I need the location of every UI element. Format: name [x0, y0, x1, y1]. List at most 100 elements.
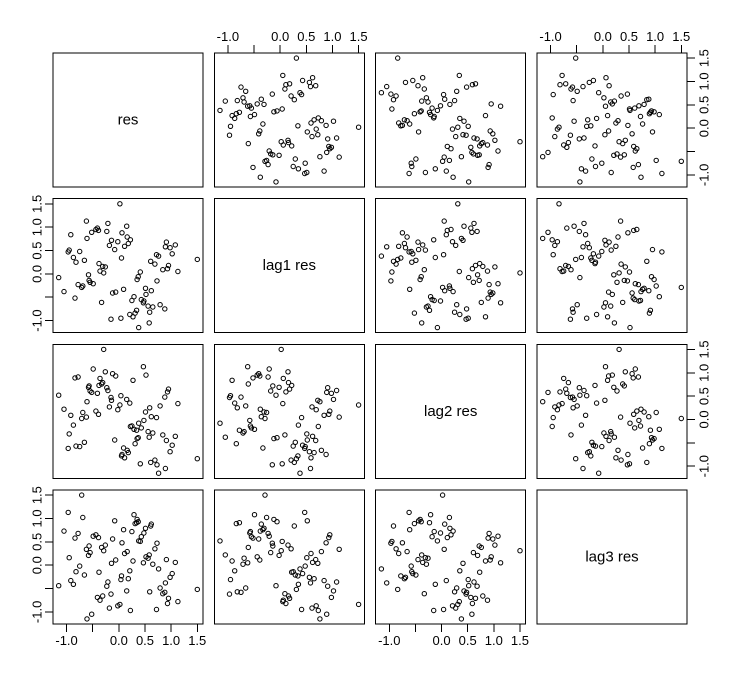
data-point [336, 546, 342, 552]
data-point [243, 88, 249, 95]
data-point [241, 99, 247, 105]
data-point [154, 278, 160, 284]
data-point [165, 595, 172, 601]
data-point [236, 520, 243, 526]
data-point [302, 563, 308, 569]
data-point [407, 121, 413, 127]
data-point [632, 105, 638, 111]
data-point [226, 132, 233, 138]
data-point [389, 538, 395, 545]
data-point [545, 389, 551, 396]
data-point [167, 245, 173, 251]
data-point [457, 311, 463, 318]
data-point [406, 509, 412, 516]
data-point [108, 394, 114, 401]
data-point [482, 314, 489, 320]
data-point [409, 569, 415, 575]
data-point [278, 346, 284, 353]
data-point [280, 400, 286, 407]
data-point [453, 133, 459, 140]
data-point [576, 228, 582, 235]
data-point [241, 428, 247, 435]
data-point [328, 144, 335, 151]
data-point [456, 598, 462, 605]
tick-label: 1.5 [697, 340, 712, 358]
data-point [94, 594, 101, 601]
data-point [162, 589, 168, 595]
data-point [599, 443, 605, 450]
data-point [647, 307, 654, 313]
data-point [549, 237, 555, 243]
data-point [86, 383, 92, 389]
data-point [592, 443, 599, 449]
data-point [646, 96, 652, 102]
data-point [232, 400, 238, 406]
data-point [261, 409, 267, 415]
data-point [417, 109, 423, 115]
data-point [83, 546, 90, 552]
data-point [615, 234, 621, 240]
axes-layer: -1.0 0.0 0.5 1.0 1.5 -1.0 0.0 0.5 1.0 1.5 -1.0 0.0 0… [30, 29, 712, 648]
data-point [561, 268, 567, 274]
data-point [456, 268, 462, 275]
data-point [649, 129, 656, 135]
data-point [194, 256, 201, 263]
data-point [608, 247, 614, 253]
data-point [625, 122, 631, 129]
data-point [276, 552, 282, 559]
data-point [109, 290, 116, 296]
data-point [112, 437, 118, 443]
panel-box [375, 343, 527, 479]
data-point [100, 593, 106, 599]
data-point [471, 135, 477, 141]
data-point [441, 218, 447, 224]
data-point [453, 242, 459, 249]
data-point [130, 558, 136, 564]
data-point [644, 258, 650, 264]
data-point [457, 568, 463, 574]
data-point [420, 242, 426, 248]
data-point [573, 456, 579, 462]
data-point [229, 558, 235, 564]
data-point [270, 543, 276, 549]
data-point [157, 585, 163, 591]
data-point [87, 549, 93, 556]
data-point [557, 82, 563, 88]
data-point [56, 392, 62, 398]
data-point [584, 123, 590, 130]
data-point [567, 132, 574, 138]
data-point [571, 223, 577, 229]
data-point [470, 549, 477, 556]
panel-lag3-res-vs-lag1-res [213, 489, 365, 625]
data-point [245, 381, 252, 387]
data-point [77, 443, 83, 450]
data-point [295, 166, 302, 172]
tick-label: 0.0 [433, 633, 451, 648]
data-point [596, 253, 602, 259]
data-point [247, 423, 254, 429]
data-point [641, 101, 647, 108]
data-point [568, 432, 574, 438]
data-point [323, 122, 329, 129]
data-point [247, 528, 254, 535]
data-point [477, 569, 483, 575]
data-point [444, 534, 450, 541]
data-point [495, 148, 501, 154]
data-point [422, 169, 429, 176]
data-point [70, 254, 77, 261]
data-point [396, 243, 402, 250]
data-point [285, 593, 292, 599]
data-point [478, 299, 484, 306]
data-point [622, 369, 628, 375]
data-point [89, 229, 95, 236]
data-point [245, 544, 252, 551]
data-point [164, 389, 171, 395]
tick-label: 0.0 [594, 29, 612, 44]
data-point [476, 277, 482, 284]
data-point [564, 390, 570, 396]
data-point [288, 457, 294, 463]
data-point [456, 72, 462, 79]
data-point [565, 263, 572, 270]
data-point [309, 433, 316, 439]
data-point [417, 276, 423, 283]
